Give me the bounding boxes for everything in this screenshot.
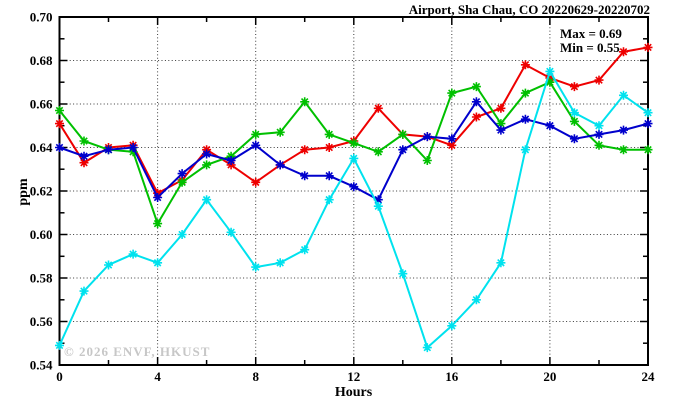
series-day2-green-line bbox=[58, 80, 648, 226]
x-tick-label: 4 bbox=[154, 369, 161, 384]
series-day2-green-markers bbox=[55, 77, 653, 229]
min-annotation: Min = 0.55 bbox=[560, 40, 620, 55]
series-day3-blue bbox=[55, 97, 653, 205]
series-day4-cyan bbox=[55, 66, 653, 353]
watermark: © 2026 ENVF, HKUST bbox=[64, 344, 211, 359]
y-tick-label: 0.70 bbox=[30, 10, 53, 25]
x-tick-label: 24 bbox=[642, 369, 656, 384]
series-day3-blue-markers bbox=[55, 97, 653, 205]
x-tick-label: 8 bbox=[252, 369, 259, 384]
y-tick-label: 0.58 bbox=[30, 271, 53, 286]
y-tick-label: 0.56 bbox=[30, 314, 53, 329]
tick-labels: 0 4 8 12 16 20 24 0.54 0.56 0.58 0.60 0.62 0.64 0.66 0… bbox=[30, 10, 655, 385]
y-tick-label: 0.62 bbox=[30, 184, 53, 199]
plot-border bbox=[58, 16, 649, 366]
series-day4-cyan-markers bbox=[55, 66, 653, 353]
y-tick-label: 0.54 bbox=[30, 358, 53, 373]
y-tick-label: 0.60 bbox=[30, 227, 53, 242]
chart-title: Airport, Sha Chau, CO 20220629-20220702 bbox=[408, 2, 650, 17]
series-day2-green bbox=[55, 77, 653, 229]
series-day1-red-line bbox=[58, 46, 649, 195]
series-day1-red bbox=[55, 42, 653, 198]
x-tick-label: 0 bbox=[56, 369, 63, 384]
x-tick-label: 16 bbox=[445, 369, 459, 384]
y-tick-label: 0.66 bbox=[30, 97, 53, 112]
x-tick-label: 20 bbox=[543, 369, 556, 384]
max-min-annotation: Max = 0.69 Min = 0.55 bbox=[560, 27, 622, 55]
x-tick-label: 12 bbox=[347, 369, 360, 384]
series-day1-red-markers bbox=[55, 42, 653, 198]
y-tick-label: 0.64 bbox=[30, 140, 53, 155]
max-annotation: Max = 0.69 bbox=[560, 26, 622, 41]
axis-ticks bbox=[58, 16, 649, 366]
x-axis-label: Hours bbox=[334, 385, 373, 400]
y-axis-label: ppm bbox=[16, 178, 31, 206]
y-tick-label: 0.68 bbox=[30, 53, 53, 68]
